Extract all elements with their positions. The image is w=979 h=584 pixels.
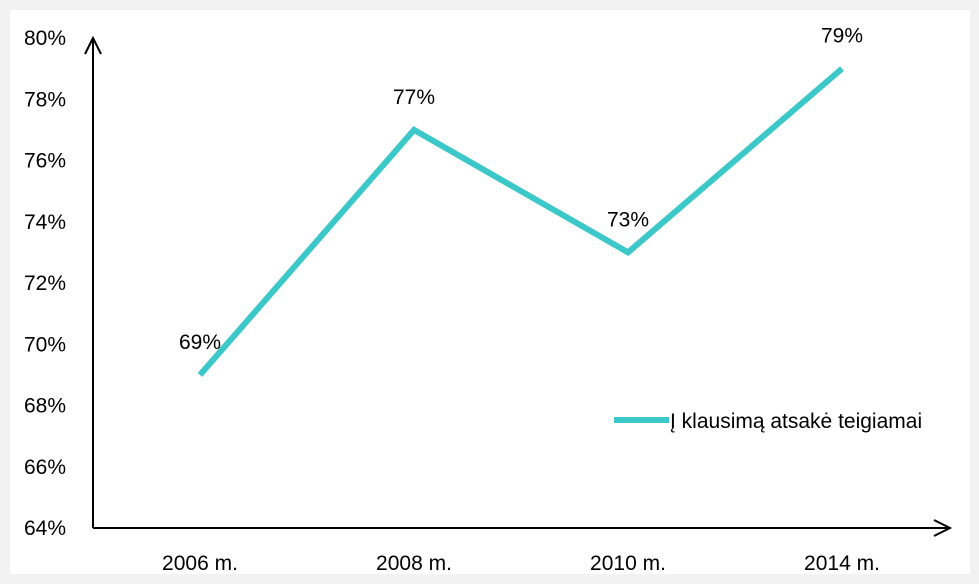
x-tick-label: 2006 m.: [162, 552, 238, 575]
data-label: 73%: [607, 208, 649, 231]
x-axis-arrowhead: [933, 519, 953, 537]
series-line: [197, 66, 844, 377]
y-tick-label: 72%: [24, 272, 66, 295]
y-tick-label: 70%: [24, 333, 66, 356]
y-axis-tick-labels: 64% 66% 68% 70% 72% 74% 76% 78% 80%: [24, 27, 66, 540]
y-tick-label: 68%: [24, 395, 66, 418]
axes: [84, 35, 953, 537]
y-tick-label: 74%: [24, 211, 66, 234]
y-tick-label: 66%: [24, 456, 66, 479]
y-axis-arrowhead: [84, 35, 102, 55]
y-tick-label: 80%: [24, 27, 66, 50]
data-label: 77%: [393, 86, 435, 109]
y-tick-label: 78%: [24, 88, 66, 111]
y-tick-label: 76%: [24, 150, 66, 173]
data-labels: 69% 77% 73% 79%: [179, 25, 863, 354]
series-group: [197, 66, 844, 377]
x-tick-label: 2008 m.: [376, 552, 452, 575]
legend: Į klausimą atsakė teigiamai: [614, 410, 922, 433]
data-label: 79%: [821, 25, 863, 48]
x-tick-label: 2014 m.: [804, 552, 880, 575]
x-tick-label: 2010 m.: [590, 552, 666, 575]
x-axis-tick-labels: 2006 m. 2008 m. 2010 m. 2014 m.: [162, 552, 880, 575]
y-tick-label: 64%: [24, 517, 66, 540]
data-label: 69%: [179, 331, 221, 354]
chart-area: [10, 10, 970, 574]
legend-label: Į klausimą atsakė teigiamai: [670, 410, 922, 433]
